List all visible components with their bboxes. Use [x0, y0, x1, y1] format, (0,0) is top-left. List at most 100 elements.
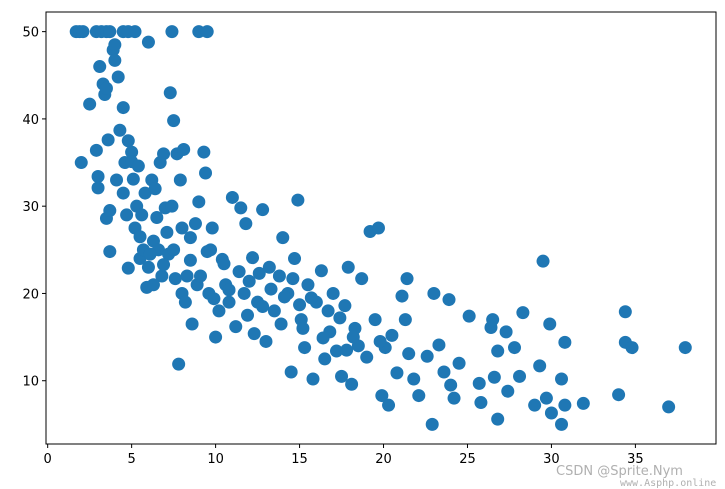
- watermark: www.Asphp.online: [620, 478, 716, 489]
- point: [212, 304, 226, 318]
- point: [373, 334, 387, 348]
- point: [204, 243, 218, 257]
- point: [314, 264, 328, 278]
- point: [276, 231, 290, 245]
- point: [338, 299, 352, 313]
- point: [301, 278, 315, 292]
- point: [157, 258, 171, 272]
- point: [306, 372, 320, 386]
- point: [252, 266, 266, 280]
- point: [141, 35, 155, 49]
- point: [89, 143, 103, 157]
- point: [103, 245, 117, 259]
- y-tick-label: 50: [22, 26, 39, 41]
- point: [200, 25, 214, 39]
- point: [499, 325, 513, 339]
- point: [239, 217, 253, 231]
- point: [536, 254, 550, 268]
- point: [555, 417, 569, 431]
- x-tick-label: 35: [627, 452, 644, 467]
- point: [241, 308, 255, 322]
- point: [177, 142, 191, 156]
- point: [385, 328, 399, 342]
- point: [678, 341, 692, 355]
- x-tick-label: 0: [44, 452, 52, 467]
- point: [437, 365, 451, 379]
- point: [205, 221, 219, 235]
- point: [91, 181, 105, 195]
- point: [242, 274, 256, 288]
- point: [141, 260, 155, 274]
- point: [155, 269, 169, 283]
- point: [420, 349, 434, 363]
- point: [74, 156, 88, 170]
- point: [199, 166, 213, 180]
- point: [197, 145, 211, 159]
- x-tick-label: 25: [459, 452, 476, 467]
- point: [432, 338, 446, 352]
- point: [133, 230, 147, 244]
- point: [110, 173, 124, 187]
- point: [326, 286, 340, 300]
- point: [507, 341, 521, 355]
- point: [368, 313, 382, 327]
- point: [345, 377, 359, 391]
- point: [452, 356, 466, 370]
- point: [83, 97, 97, 111]
- y-tick-label: 40: [22, 113, 39, 128]
- point: [288, 252, 302, 266]
- point: [234, 201, 248, 215]
- point: [91, 170, 105, 184]
- point: [474, 396, 488, 410]
- point: [318, 352, 332, 366]
- plot-frame: [45, 11, 717, 445]
- watermark: CSDN @Sprite.Nym: [556, 464, 683, 479]
- point: [167, 243, 181, 257]
- point: [558, 335, 572, 349]
- point: [382, 398, 396, 412]
- point: [321, 304, 335, 318]
- point: [108, 38, 122, 52]
- point: [183, 231, 197, 245]
- x-tick-label: 30: [543, 452, 560, 467]
- point: [425, 417, 439, 431]
- x-tick-label: 5: [127, 452, 135, 467]
- point: [173, 173, 187, 187]
- point: [121, 261, 135, 275]
- point: [232, 265, 246, 279]
- point: [544, 406, 558, 420]
- point: [103, 25, 117, 39]
- point: [138, 186, 152, 200]
- point: [160, 225, 174, 239]
- point: [316, 331, 330, 345]
- point: [135, 208, 149, 222]
- point: [272, 269, 286, 283]
- point: [513, 369, 527, 383]
- y-tick-label: 30: [22, 200, 39, 215]
- point: [335, 369, 349, 383]
- x-tick-label: 10: [207, 452, 224, 467]
- point: [576, 396, 590, 410]
- point: [101, 133, 115, 147]
- point: [126, 172, 140, 186]
- point: [99, 81, 113, 95]
- point: [165, 25, 179, 39]
- point: [402, 347, 416, 361]
- point: [168, 272, 182, 286]
- point: [185, 317, 199, 331]
- point: [346, 330, 360, 344]
- point: [360, 350, 374, 364]
- point: [193, 269, 207, 283]
- point: [296, 321, 310, 335]
- point: [442, 293, 456, 307]
- point: [472, 376, 486, 390]
- point: [256, 300, 270, 314]
- point: [225, 190, 239, 204]
- point: [163, 86, 177, 100]
- point: [246, 251, 260, 265]
- point: [293, 298, 307, 312]
- point: [121, 134, 135, 148]
- point: [178, 295, 192, 309]
- point: [259, 334, 273, 348]
